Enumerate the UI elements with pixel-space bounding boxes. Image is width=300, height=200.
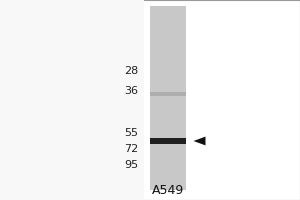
Bar [0, 0, 144, 200]
Text: 55: 55 [124, 128, 138, 138]
Text: A549: A549 [152, 184, 184, 196]
Text: 95: 95 [124, 160, 138, 170]
Text: 28: 28 [124, 66, 138, 76]
Text: 36: 36 [124, 86, 138, 96]
Bar [150, 92, 186, 96]
Polygon shape [194, 137, 206, 145]
Bar [150, 6, 186, 190]
Bar [150, 138, 186, 144]
Text: 72: 72 [124, 144, 138, 154]
